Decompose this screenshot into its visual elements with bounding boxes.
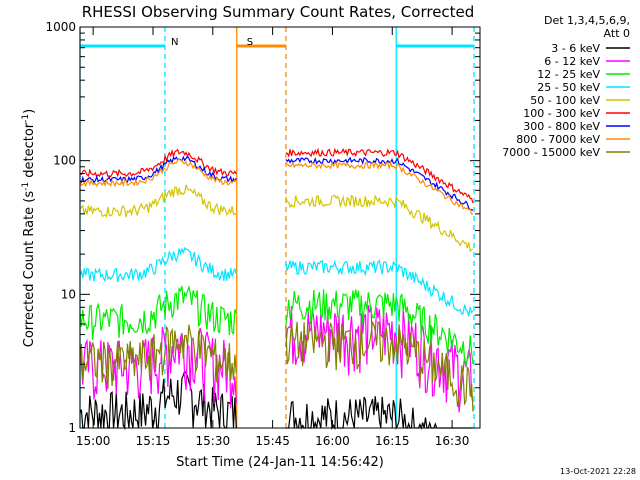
x-axis-label: Start Time (24-Jan-11 14:56:42)	[176, 455, 384, 470]
chart-title: RHESSI Observing Summary Count Rates, Co…	[82, 3, 475, 21]
annotation-n: N	[171, 37, 178, 48]
axes: 1 10 100 1000 15:00 15:15 15:30 15:45 16:00 16:15…	[45, 20, 481, 448]
x-tick-label-1: 15:15	[136, 434, 171, 448]
legend-header-line1: Det 1,3,4,5,6,9,	[544, 14, 630, 27]
legend-label-8: 7000 - 15000 keV	[502, 146, 600, 159]
x-tick-label-3: 15:45	[255, 434, 290, 448]
series-line-7	[79, 158, 474, 215]
legend-label-4: 50 - 100 keV	[530, 94, 600, 107]
series-line-3	[79, 246, 474, 317]
series-line-8	[79, 320, 474, 412]
series-line-5	[79, 147, 474, 204]
series-layer	[79, 147, 474, 431]
x-tick-label-0: 15:00	[76, 434, 111, 448]
legend-label-6: 300 - 800 keV	[523, 120, 600, 133]
legend-header-line2: Att 0	[604, 27, 630, 40]
x-tick-label-2: 15:30	[196, 434, 231, 448]
y-tick-label-3: 1000	[45, 20, 76, 34]
legend-label-1: 6 - 12 keV	[544, 55, 600, 68]
series-line-4	[79, 184, 474, 253]
legend-label-3: 25 - 50 keV	[537, 81, 600, 94]
legend-label-5: 100 - 300 keV	[523, 107, 600, 120]
generation-timestamp: 13-Oct-2021 22:28	[560, 467, 636, 476]
plot-frame	[79, 26, 481, 429]
x-tick-label-5: 16:15	[375, 434, 410, 448]
legend-label-2: 12 - 25 keV	[537, 68, 600, 81]
y-tick-label-1: 10	[61, 287, 76, 301]
x-tick-label-6: 16:30	[435, 434, 470, 448]
x-tick-label-4: 16:00	[315, 434, 350, 448]
legend-label-7: 800 - 7000 keV	[516, 133, 600, 146]
y-axis-label: Corrected Count Rate (s-1 detector-1)	[21, 109, 37, 347]
series-line-2	[79, 284, 474, 367]
legend-label-0: 3 - 6 keV	[551, 42, 600, 55]
y-tick-label-0: 1	[68, 421, 76, 435]
annotation-s: S	[247, 37, 253, 48]
y-tick-label-2: 100	[53, 154, 76, 168]
